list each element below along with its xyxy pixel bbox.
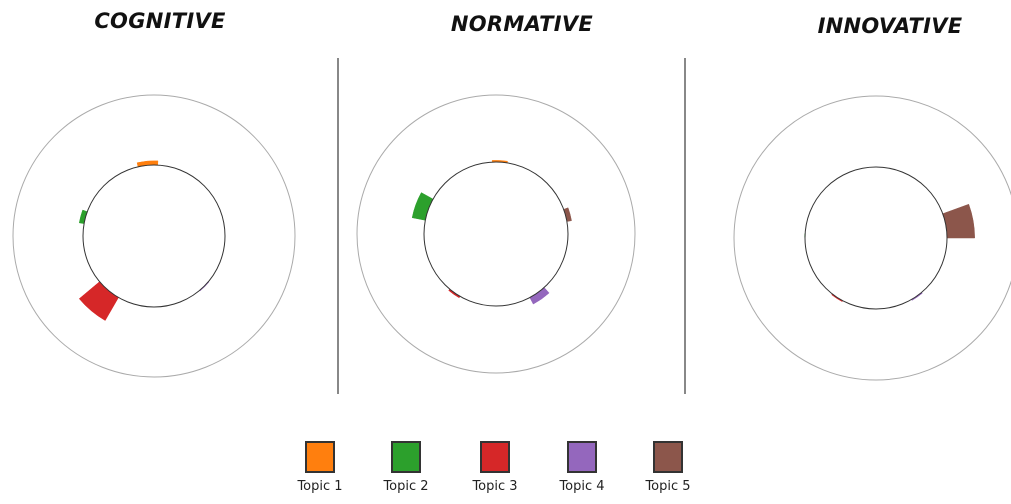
legend-label: Topic 2: [383, 479, 429, 494]
inner-ring: [804, 166, 948, 310]
legend-swatch: [567, 441, 597, 473]
bar-topic-5: [942, 203, 975, 239]
panel-divider: [684, 58, 686, 394]
bar-topic-3: [78, 281, 119, 321]
legend-label: Topic 1: [297, 479, 343, 494]
legend-label: Topic 3: [472, 479, 518, 494]
inner-ring: [82, 164, 226, 308]
panel-divider: [337, 58, 339, 394]
legend-swatch: [305, 441, 335, 473]
legend-swatch: [653, 441, 683, 473]
panel-title-normative: NORMATIVE: [450, 12, 594, 36]
panel-title-innovative: INNOVATIVE: [817, 14, 963, 38]
legend-item-topic-3: Topic 3: [460, 441, 530, 494]
legend-item-topic-5: Topic 5: [633, 441, 703, 494]
panel-title-cognitive: COGNITIVE: [94, 9, 226, 33]
outer-ring: [12, 94, 296, 378]
legend-label: Topic 4: [559, 479, 605, 494]
legend-swatch: [391, 441, 421, 473]
outer-ring: [356, 94, 636, 374]
legend-item-topic-2: Topic 2: [371, 441, 441, 494]
bar-topic-3: [448, 288, 461, 299]
legend-swatch: [480, 441, 510, 473]
outer-ring: [733, 95, 1011, 381]
legend-item-topic-4: Topic 4: [547, 441, 617, 494]
legend-item-topic-1: Topic 1: [285, 441, 355, 494]
legend-label: Topic 5: [645, 479, 691, 494]
inner-ring: [423, 161, 569, 307]
